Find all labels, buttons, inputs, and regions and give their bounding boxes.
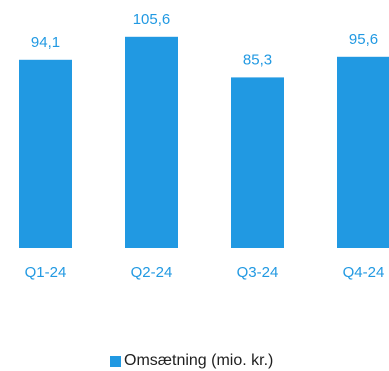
data-label-q1-24: 94,1 [31, 34, 60, 51]
value-labels-group: 94,1 105,6 85,3 95,6 [31, 11, 378, 69]
bars-group [19, 36, 389, 249]
legend-label: Omsætning (mio. kr.) [124, 352, 274, 369]
tick-label-q1-24: Q1-24 [25, 264, 67, 281]
tick-label-q2-24: Q2-24 [131, 264, 173, 281]
legend-swatch [110, 355, 121, 367]
data-label-q4-24: 95,6 [349, 31, 378, 48]
data-label-q3-24: 85,3 [243, 51, 272, 68]
x-axis-tick-labels: Q1-24 Q2-24 Q3-24 Q4-24 [25, 264, 385, 281]
tick-label-q4-24: Q4-24 [343, 264, 385, 281]
tick-label-q3-24: Q3-24 [237, 264, 279, 281]
bar-q2-24 [125, 36, 178, 248]
bar-q4-24 [337, 56, 389, 248]
bar-q3-24 [231, 77, 284, 249]
legend: Omsætning (mio. kr.) [110, 352, 273, 370]
bar-q1-24 [19, 59, 72, 248]
data-label-q2-24: 105,6 [133, 11, 171, 28]
